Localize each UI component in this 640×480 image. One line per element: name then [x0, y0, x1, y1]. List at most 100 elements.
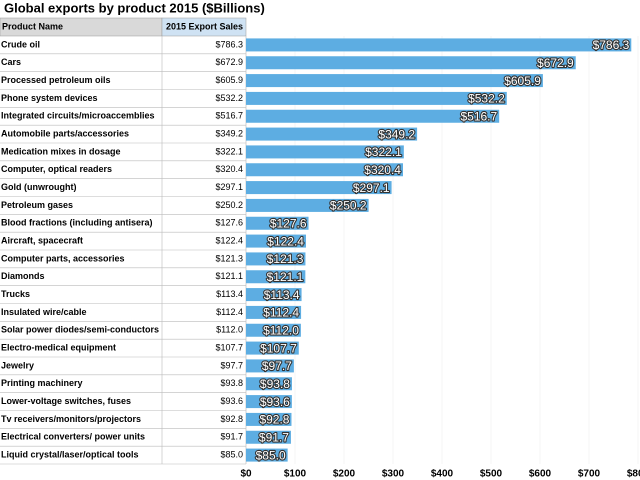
- x-tick-label: $100: [284, 469, 307, 480]
- table-value: $250.2: [215, 200, 243, 210]
- row-label: Aircraft, spacecraft: [1, 235, 83, 245]
- row-label: Liquid crystal/laser/optical tools: [1, 449, 139, 459]
- bar-label: $250.2: [330, 199, 367, 213]
- row-label: Computer, optical readers: [1, 164, 112, 174]
- table-value: $532.2: [215, 93, 243, 103]
- x-tick-label: $0: [240, 469, 252, 480]
- table-value: $92.8: [220, 414, 243, 424]
- chart-title: Global exports by product 2015 ($Billion…: [4, 0, 265, 15]
- bar: [246, 341, 299, 355]
- row-label: Automobile parts/accessories: [1, 128, 129, 138]
- row-label: Gold (unwrought): [1, 182, 76, 192]
- bar: [246, 252, 306, 266]
- bar-label: $605.9: [504, 74, 541, 88]
- bar: [246, 127, 418, 141]
- header-cell: [161, 17, 247, 37]
- bar-label: $121.3: [267, 252, 304, 266]
- row-label: Crude oil: [1, 39, 40, 49]
- table-value: $322.1: [215, 146, 243, 156]
- row-label: Phone system devices: [1, 93, 98, 103]
- row-label: Electrical converters/ power units: [1, 432, 145, 442]
- row-label: Insulated wire/cable: [1, 307, 87, 317]
- x-tick-label: $800: [627, 469, 640, 480]
- bar-label: $112.4: [263, 306, 299, 320]
- bar: [246, 56, 576, 70]
- bar: [246, 74, 543, 88]
- row-label: Integrated circuits/microaccemblies: [1, 111, 155, 121]
- table-value: $127.6: [215, 218, 243, 228]
- x-tick-label: $300: [382, 469, 405, 480]
- bar: [246, 412, 292, 426]
- bar-label: $113.4: [264, 288, 300, 302]
- bar: [246, 163, 403, 177]
- bar-label: $93.8: [260, 377, 290, 391]
- bar-label: $112.0: [263, 323, 299, 337]
- table-value: $121.1: [215, 271, 243, 281]
- x-tick-label: $500: [480, 469, 503, 480]
- row-label: Computer parts, accessories: [1, 253, 125, 263]
- table-value: $672.9: [215, 57, 243, 67]
- bar-label: $672.9: [537, 56, 574, 70]
- table-value: $112.4: [216, 307, 243, 317]
- bar-label: $122.4: [267, 234, 304, 248]
- table-value: $112.0: [216, 325, 243, 335]
- bar: [246, 430, 291, 444]
- bar: [246, 234, 306, 248]
- table-value: $85.0: [220, 449, 243, 459]
- row-label: Printing machinery: [1, 378, 83, 388]
- bar: [246, 323, 301, 337]
- table-value: $786.3: [215, 39, 243, 49]
- table-value: $91.7: [220, 432, 243, 442]
- bar: [246, 216, 309, 230]
- row-label: Diamonds: [1, 271, 45, 281]
- row-label: Tv receivers/monitors/projectors: [1, 414, 141, 424]
- row-label: Trucks: [1, 289, 30, 299]
- bar-label: $92.8: [259, 413, 289, 427]
- bar-label: $297.1: [353, 181, 390, 195]
- table-value: $107.7: [215, 342, 243, 352]
- table-value: $121.3: [215, 253, 243, 263]
- row-label: Electro-medical equipment: [1, 342, 116, 352]
- table-value: $93.6: [220, 396, 243, 406]
- table-value: $349.2: [215, 128, 243, 138]
- bar-label: $349.2: [378, 127, 415, 141]
- x-tick-label: $700: [578, 469, 601, 480]
- bar-label: $85.0: [256, 448, 286, 462]
- bar: [246, 359, 294, 373]
- table-value: $516.7: [215, 111, 243, 121]
- bar-label: $322.1: [365, 145, 402, 159]
- bar: [246, 198, 369, 212]
- bar: [246, 270, 306, 284]
- bar-label: $786.3: [593, 38, 630, 52]
- bar: [246, 109, 500, 123]
- x-tick-label: $600: [529, 469, 552, 480]
- row-label: Petroleum gases: [1, 200, 73, 210]
- bar-label: $320.4: [364, 163, 401, 177]
- table-value: $93.8: [220, 378, 243, 388]
- table-value: $122.4: [215, 235, 243, 245]
- row-label: Solar power diodes/semi-conductors: [1, 325, 159, 335]
- column-header: Product Name: [2, 21, 63, 31]
- column-header: 2015 Export Sales: [166, 21, 243, 31]
- row-label: Processed petroleum oils: [1, 75, 111, 85]
- bar-label: $532.2: [468, 92, 505, 106]
- x-tick-label: $400: [431, 469, 454, 480]
- bar-label: $121.1: [267, 270, 304, 284]
- bar: [246, 448, 288, 462]
- bar-label: $91.7: [259, 430, 289, 444]
- table-value: $605.9: [215, 75, 243, 85]
- bar-label: $107.7: [260, 341, 297, 355]
- row-label: Lower-voltage switches, fuses: [1, 396, 131, 406]
- x-tick-label: $200: [333, 469, 356, 480]
- bar: [246, 145, 404, 159]
- table-value: $113.4: [216, 289, 243, 299]
- bar: [246, 91, 507, 105]
- table-value: $320.4: [215, 164, 243, 174]
- table-value: $297.1: [215, 182, 243, 192]
- bar: [246, 377, 292, 391]
- bar: [246, 288, 302, 302]
- row-label: Jewelry: [1, 360, 34, 370]
- bar-label: $93.6: [260, 395, 290, 409]
- row-label: Medication mixes in dosage: [1, 146, 121, 156]
